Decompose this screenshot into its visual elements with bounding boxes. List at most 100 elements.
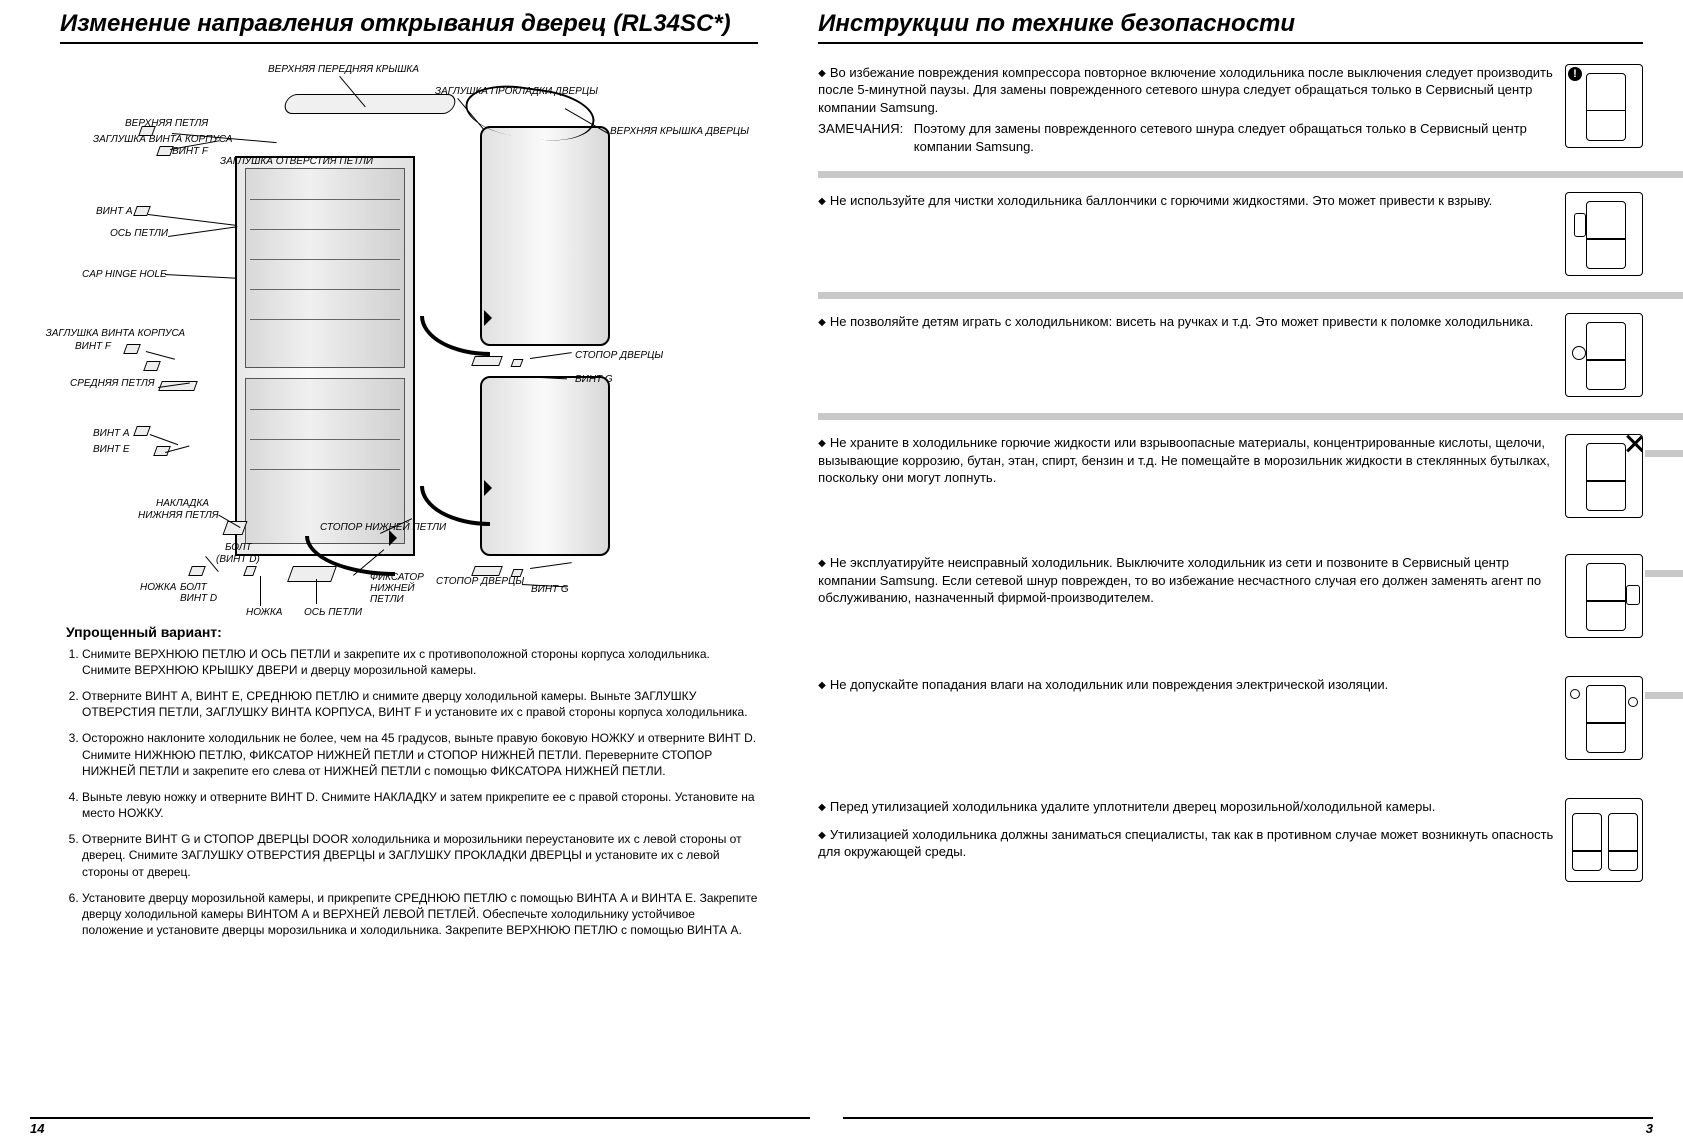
diagram-label: ЗАГЛУШКА ВИНТА КОРПУСА xyxy=(93,134,232,145)
diagram-small-part xyxy=(511,359,524,367)
diagram-arrow xyxy=(420,486,490,526)
diamond-bullet-icon: ◆ xyxy=(818,829,826,843)
separator-bar xyxy=(818,171,1683,178)
diagram-arrow xyxy=(420,316,490,356)
diagram-label: ВИНТ А xyxy=(93,428,130,439)
diagram-small-part xyxy=(243,566,257,576)
diamond-bullet-icon: ◆ xyxy=(818,316,826,330)
diagram-label: ФИКСАТОР xyxy=(370,572,424,583)
diagram-label: (ВИНТ D) xyxy=(216,554,260,565)
diagram-label: НАКЛАДКА xyxy=(156,498,209,509)
diagram-label: НОЖКА xyxy=(140,582,176,593)
safety-text: ◆Не используйте для чистки холодильника … xyxy=(818,192,1565,210)
fridge-icon xyxy=(1586,73,1626,141)
diagram-label: CAP HINGE HOLE xyxy=(82,269,167,280)
diagram-label: ВИНТ А xyxy=(96,206,133,217)
diagram-label: ЗАГЛУШКА ОТВЕРСТИЯ ПЕТЛИ xyxy=(220,156,373,167)
diagram-small-part xyxy=(471,356,503,366)
diagram-fridge-upper xyxy=(245,168,405,368)
diagram-top-bar xyxy=(282,94,457,114)
fridge-icon xyxy=(1586,563,1626,631)
step-item: Установите дверцу морозильной камеры, и … xyxy=(82,890,758,939)
left-title: Изменение направления открывания дверец … xyxy=(60,10,758,44)
diagram-label: ВЕРХНЯЯ ПЕТЛЯ xyxy=(125,118,208,129)
diagram-small-part xyxy=(471,566,503,576)
diagram-label: ВИНТ D xyxy=(180,593,217,604)
step-item: Снимите ВЕРХНЮЮ ПЕТЛЮ И ОСЬ ПЕТЛИ и закр… xyxy=(82,646,758,678)
diagram-small-part xyxy=(143,361,161,371)
safety-text: ◆Не допускайте попадания влаги на холоди… xyxy=(818,676,1565,694)
separator-tab xyxy=(1645,450,1683,457)
diagram-lower-door xyxy=(480,376,610,556)
safety-item: ◆Во избежание повреждения компрессора по… xyxy=(818,56,1643,166)
diagram-small-part xyxy=(188,566,206,576)
safety-illustration: ! xyxy=(1565,64,1643,148)
diagram-small-part xyxy=(133,426,151,436)
simplified-heading: Упрощенный вариант: xyxy=(66,624,758,640)
exploded-diagram: ВЕРХНЯЯ ПЕРЕДНЯЯ КРЫШКА ЗАГЛУШКА ПРОКЛАД… xyxy=(60,56,758,616)
diagram-label: НИЖНЕЙ xyxy=(370,583,415,594)
child-icon xyxy=(1572,346,1586,360)
diamond-bullet-icon: ◆ xyxy=(818,67,826,81)
step-item: Отверните ВИНТ А, ВИНТ Е, СРЕДНЮЮ ПЕТЛЮ … xyxy=(82,688,758,720)
separator-tab xyxy=(1645,692,1683,699)
diagram-label: ОСЬ ПЕТЛИ xyxy=(304,607,362,618)
diagram-label: ЗАГЛУШКА ПРОКЛАДКИ ДВЕРЦЫ xyxy=(435,86,598,97)
fridge-icon xyxy=(1586,443,1626,511)
water-drop-icon xyxy=(1570,689,1580,699)
diamond-bullet-icon: ◆ xyxy=(818,679,826,693)
diagram-label: СТОПОР ДВЕРЦЫ xyxy=(575,350,663,361)
step-item: Отверните ВИНТ G и СТОПОР ДВЕРЦЫ DOOR хо… xyxy=(82,831,758,880)
water-drop-icon xyxy=(1628,697,1638,707)
spray-can-icon xyxy=(1574,213,1586,237)
note-label: ЗАМЕЧАНИЯ: xyxy=(818,120,910,138)
safety-text: ◆Во избежание повреждения компрессора по… xyxy=(818,64,1565,156)
step-item: Осторожно наклоните холодильник не более… xyxy=(82,730,758,779)
diagram-small-part xyxy=(123,344,141,354)
safety-illustration xyxy=(1565,192,1643,276)
plug-icon xyxy=(1626,585,1640,605)
safety-illustration xyxy=(1565,798,1643,882)
diagram-label: ОСЬ ПЕТЛИ xyxy=(110,228,168,239)
right-title: Инструкции по технике безопасности xyxy=(818,10,1643,44)
note-body: Поэтому для замены поврежденного сетевог… xyxy=(914,120,1551,155)
safety-text: ◆Не храните в холодильнике горючие жидко… xyxy=(818,434,1565,487)
diagram-label: ПЕТЛИ xyxy=(370,594,404,605)
separator-tab xyxy=(1645,570,1683,577)
safety-illustration xyxy=(1565,313,1643,397)
page-spread: Изменение направления открывания дверец … xyxy=(0,0,1683,1144)
diagram-label: ВИНТ G xyxy=(575,374,613,385)
diagram-label: СРЕДНЯЯ ПЕТЛЯ xyxy=(70,378,155,389)
page-number-left: 14 xyxy=(30,1117,810,1136)
safety-item: ◆Перед утилизацией холодильника удалите … xyxy=(818,790,1643,892)
diagram-label: БОЛТ xyxy=(225,542,252,553)
separator-bar xyxy=(818,292,1683,299)
diagram-label: НИЖНЯЯ ПЕТЛЯ xyxy=(138,510,219,521)
safety-illustration xyxy=(1565,554,1643,638)
fridge-icon xyxy=(1586,685,1626,753)
left-page: Изменение направления открывания дверец … xyxy=(60,10,788,1134)
diagram-label: ЗАГЛУШКА ВИНТА КОРПУСА xyxy=(35,328,185,339)
diamond-bullet-icon: ◆ xyxy=(818,557,826,571)
safety-item: ◆Не позволяйте детям играть с холодильни… xyxy=(818,305,1643,407)
diagram-label: ВЕРХНЯЯ ПЕРЕДНЯЯ КРЫШКА xyxy=(268,64,419,75)
fridge-icon xyxy=(1586,322,1626,390)
diagram-label: ВИНТ G xyxy=(531,584,569,595)
step-item: Выньте левую ножку и отверните ВИНТ D. С… xyxy=(82,789,758,821)
diagram-fridge-body xyxy=(235,156,415,556)
steps-list: Снимите ВЕРХНЮЮ ПЕТЛЮ И ОСЬ ПЕТЛИ и закр… xyxy=(60,646,758,939)
safety-illustration xyxy=(1565,676,1643,760)
safety-text: ◆Не эксплуатируйте неисправный холодильн… xyxy=(818,554,1565,607)
diagram-label: НОЖКА xyxy=(246,607,282,618)
diamond-bullet-icon: ◆ xyxy=(818,437,826,451)
diamond-bullet-icon: ◆ xyxy=(818,195,826,209)
diagram-label: ВИНТ F xyxy=(75,341,111,352)
separator-bar xyxy=(818,413,1683,420)
safety-text: ◆Перед утилизацией холодильника удалите … xyxy=(818,798,1565,861)
fridge-icon xyxy=(1572,813,1602,871)
page-number-right: 3 xyxy=(843,1117,1653,1136)
diagram-small-part xyxy=(287,566,337,582)
diagram-label: ВЕРХНЯЯ КРЫШКА ДВЕРЦЫ xyxy=(610,126,749,137)
diagram-label: ВИНТ Е xyxy=(93,444,130,455)
diagram-fridge-lower xyxy=(245,378,405,544)
